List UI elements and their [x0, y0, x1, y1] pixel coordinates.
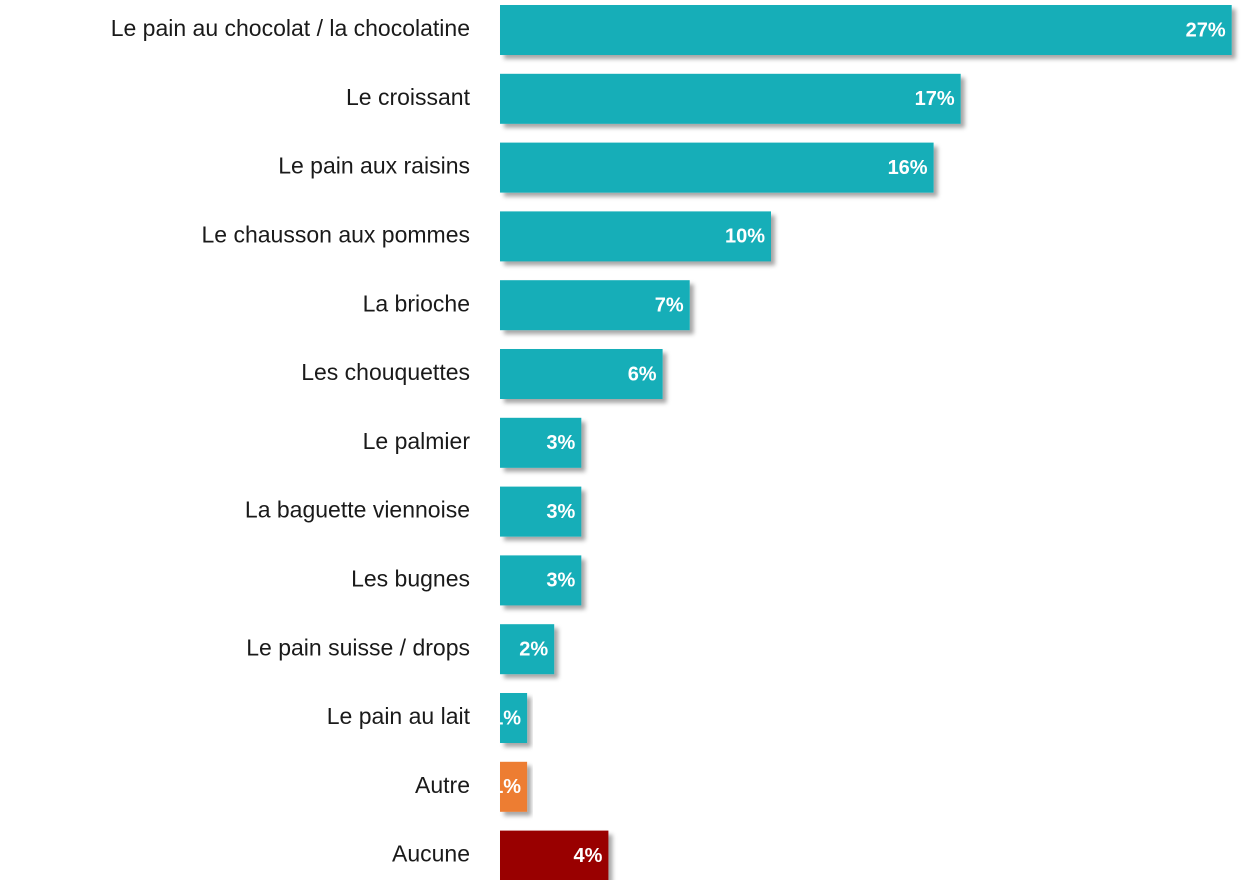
value-label: 6%	[628, 363, 657, 385]
bar	[500, 417, 582, 468]
category-label: Autre	[415, 772, 470, 798]
category-label: Le pain suisse / drops	[246, 634, 470, 660]
category-label: Le croissant	[346, 84, 471, 110]
bar	[500, 211, 771, 262]
category-label: Les chouquettes	[301, 359, 470, 385]
value-label: 1%	[492, 776, 521, 798]
value-label: 7%	[655, 294, 684, 316]
category-label: La brioche	[363, 290, 470, 316]
bar	[500, 624, 555, 675]
bar	[500, 830, 609, 880]
bar	[500, 349, 663, 399]
category-label: Les bugnes	[351, 565, 470, 591]
bar	[500, 693, 528, 743]
bar	[500, 486, 582, 537]
value-label: 27%	[1186, 19, 1226, 41]
value-label: 3%	[546, 501, 575, 523]
value-label: 17%	[915, 88, 955, 110]
value-label: 16%	[888, 157, 928, 179]
category-label: Aucune	[392, 841, 470, 867]
bar	[500, 280, 690, 331]
bar	[500, 555, 582, 606]
value-label: 3%	[546, 570, 575, 592]
category-label: Le pain au lait	[327, 703, 471, 729]
bar	[500, 5, 1232, 55]
bar	[500, 761, 528, 812]
value-label: 4%	[573, 845, 602, 867]
category-label: Le pain aux raisins	[278, 153, 470, 179]
value-label: 1%	[492, 707, 521, 729]
value-label: 3%	[546, 432, 575, 454]
bar	[500, 142, 934, 193]
category-label: La baguette viennoise	[245, 497, 470, 523]
category-label: Le pain au chocolat / la chocolatine	[111, 15, 470, 41]
category-label: Le palmier	[363, 428, 471, 454]
category-label: Le chausson aux pommes	[202, 221, 471, 247]
bar	[500, 73, 961, 124]
value-label: 10%	[725, 226, 765, 248]
value-label: 2%	[519, 638, 548, 660]
